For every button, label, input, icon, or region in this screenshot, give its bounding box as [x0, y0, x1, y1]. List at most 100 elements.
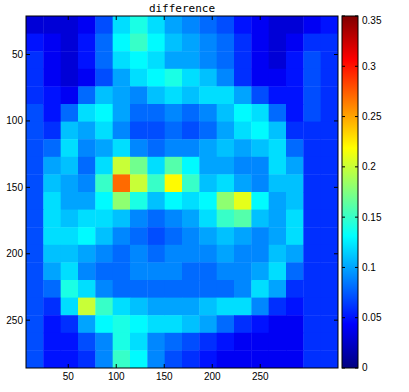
cell	[217, 174, 235, 192]
cell	[26, 192, 44, 210]
cell	[147, 315, 165, 333]
cell	[251, 69, 269, 87]
cell	[147, 51, 165, 69]
cell	[182, 174, 200, 192]
cell	[303, 139, 321, 157]
cell	[78, 350, 96, 368]
cell	[61, 298, 79, 316]
cell	[130, 350, 148, 368]
cell	[43, 86, 61, 104]
cell	[61, 245, 79, 263]
cell	[217, 104, 235, 122]
cell	[269, 350, 287, 368]
cell	[26, 262, 44, 280]
cell	[26, 315, 44, 333]
cell	[43, 16, 61, 34]
cell	[165, 280, 183, 298]
cell	[303, 51, 321, 69]
cell	[26, 298, 44, 316]
cell	[321, 333, 338, 351]
cell	[199, 210, 217, 228]
cell	[61, 192, 79, 210]
cell	[269, 262, 287, 280]
cell	[269, 34, 287, 52]
cell	[321, 122, 338, 140]
cell	[130, 157, 148, 175]
cell	[321, 280, 338, 298]
cell	[251, 86, 269, 104]
cell	[321, 34, 338, 52]
cell	[182, 192, 200, 210]
cell	[286, 262, 304, 280]
cell	[78, 192, 96, 210]
cell	[321, 315, 338, 333]
cell	[165, 69, 183, 87]
y-tick	[26, 54, 30, 55]
cell	[165, 350, 183, 368]
cell	[199, 192, 217, 210]
cell	[147, 16, 165, 34]
chart: 5010015020025050100150200250difference00…	[0, 0, 409, 392]
cell	[113, 245, 131, 263]
heatmap-cells	[26, 16, 338, 368]
cell	[147, 104, 165, 122]
cell	[217, 157, 235, 175]
colorbar-tick	[342, 317, 345, 318]
cell	[217, 86, 235, 104]
cell	[286, 34, 304, 52]
colorbar-tick	[355, 16, 358, 17]
cell	[321, 139, 338, 157]
cell	[147, 280, 165, 298]
cell	[147, 192, 165, 210]
colorbar-tick-label: 0.35	[362, 15, 382, 26]
cell	[43, 315, 61, 333]
cell	[147, 210, 165, 228]
cell	[26, 245, 44, 263]
cell	[269, 69, 287, 87]
cell	[113, 139, 131, 157]
x-tick	[260, 16, 261, 20]
cell	[165, 34, 183, 52]
cell	[130, 280, 148, 298]
cell	[182, 104, 200, 122]
cell	[113, 227, 131, 245]
cell	[147, 34, 165, 52]
cell	[113, 34, 131, 52]
cell	[286, 210, 304, 228]
cell	[26, 34, 44, 52]
cell	[199, 174, 217, 192]
cell	[303, 298, 321, 316]
cell	[43, 157, 61, 175]
cell	[78, 227, 96, 245]
cell	[234, 262, 252, 280]
cell	[286, 315, 304, 333]
cell	[251, 315, 269, 333]
colorbar-tick	[355, 66, 358, 67]
cell	[303, 104, 321, 122]
cell	[182, 350, 200, 368]
cell	[113, 174, 131, 192]
cell	[165, 139, 183, 157]
cell	[234, 245, 252, 263]
cell	[286, 86, 304, 104]
cell	[165, 157, 183, 175]
cell	[269, 333, 287, 351]
cell	[217, 51, 235, 69]
cell	[78, 157, 96, 175]
colorbar-tick-label: 0.1	[362, 262, 376, 273]
cell	[43, 34, 61, 52]
cell	[61, 280, 79, 298]
cell	[147, 69, 165, 87]
cell	[321, 86, 338, 104]
cell	[286, 69, 304, 87]
y-tick	[26, 120, 30, 121]
cell	[26, 16, 44, 34]
cell	[251, 51, 269, 69]
colorbar-tick	[342, 267, 345, 268]
cell	[303, 192, 321, 210]
cell	[234, 210, 252, 228]
cell	[217, 262, 235, 280]
cell	[26, 139, 44, 157]
cell	[234, 86, 252, 104]
cell	[78, 122, 96, 140]
